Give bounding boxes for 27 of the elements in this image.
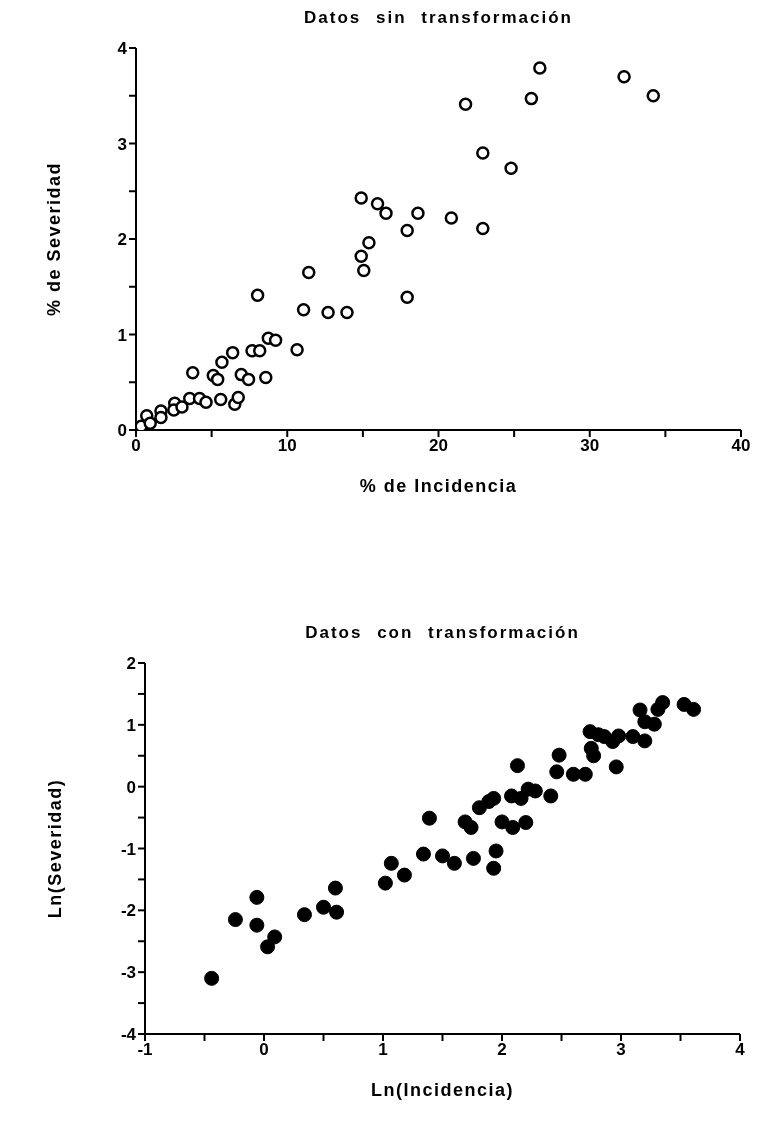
x-tick-label: 1 [378, 1040, 388, 1060]
x-tick-label: 0 [259, 1040, 269, 1060]
chart-title: Datos sin transformación [303, 8, 574, 28]
x-tick-label: 40 [731, 436, 751, 456]
y-tick-label: 4 [117, 39, 128, 59]
x-axis-title: Ln(Incidencia) [370, 1080, 515, 1100]
x-tick-label: 30 [580, 436, 600, 456]
y-axis-title: % de Severidad [44, 161, 65, 317]
y-tick-label: 1 [126, 715, 136, 735]
x-tick-label: 20 [429, 436, 448, 456]
x-tick-label: 2 [497, 1040, 507, 1060]
x-tick-label: 10 [277, 436, 297, 456]
x-tick-label: 4 [735, 1040, 746, 1060]
y-tick-label: -1 [120, 839, 136, 859]
x-tick-label: 3 [616, 1040, 626, 1060]
y-axis-title: Ln(Severidad) [45, 778, 66, 919]
y-tick-label: -2 [120, 901, 136, 921]
chart-title: Datos con transformación [304, 623, 581, 643]
x-axis-title: % de Incidencia [359, 476, 518, 496]
y-tick-label: 2 [117, 230, 127, 250]
y-tick-label: 0 [117, 421, 127, 441]
y-tick-label: 1 [117, 325, 127, 345]
y-tick-label: 3 [117, 134, 127, 154]
y-tick-label: 0 [126, 777, 136, 797]
y-tick-label: 2 [126, 654, 136, 674]
y-tick-label: -3 [120, 963, 136, 983]
y-tick-label: -4 [120, 1025, 137, 1045]
